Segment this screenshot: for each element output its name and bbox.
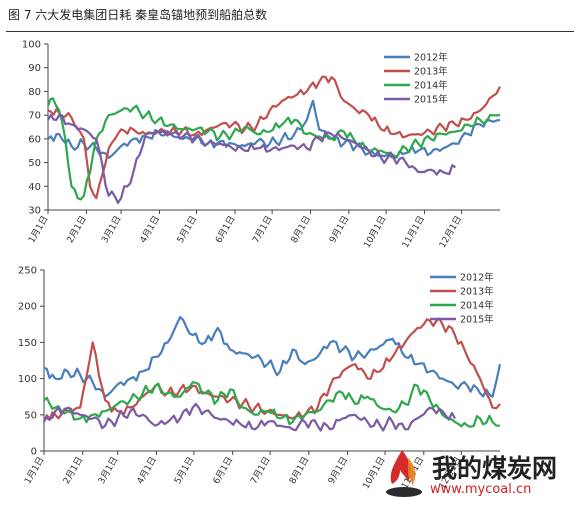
x-tick-label: 2月1日 <box>61 455 85 486</box>
x-tick-label: 7月1日 <box>250 214 274 245</box>
legend-label-2013: 2013年 <box>414 66 448 78</box>
x-tick-label: 8月1日 <box>289 214 313 245</box>
x-tick-label: 1月1日 <box>22 455 46 486</box>
x-tick-label: 2月1日 <box>65 214 89 245</box>
series-line-2014 <box>46 97 501 201</box>
x-tick-label: 5月1日 <box>172 455 196 486</box>
x-tick-label: 12月1日 <box>437 455 464 491</box>
x-tick-label: 9月1日 <box>326 455 350 486</box>
y-tick-label: 250 <box>18 266 37 277</box>
series-line-2013 <box>43 317 501 422</box>
series-line-2014 <box>43 381 500 428</box>
y-tick-label: 100 <box>18 374 37 385</box>
y-tick-label: 200 <box>18 302 37 313</box>
y-tick-label: 50 <box>24 410 37 421</box>
x-tick-label: 10月1日 <box>361 455 388 491</box>
y-tick-label: 100 <box>22 40 41 51</box>
y-tick-label: 60 <box>28 134 41 145</box>
legend-label-2014: 2014年 <box>460 300 494 312</box>
y-tick-label: 70 <box>28 111 41 122</box>
chart-top-daily-consumption: 30 40 50 60 70 80 90 100 1月1日 2月1日 3月1日 4月1日 5月1日 6月1… <box>22 40 501 250</box>
legend-label-2014: 2014年 <box>414 80 448 92</box>
x-tick-label: 11月1日 <box>399 455 426 491</box>
series-line-2012 <box>43 316 502 398</box>
series-line-2015 <box>47 113 457 204</box>
y-tick-label: 40 <box>28 182 41 193</box>
x-tick-label: 5月1日 <box>175 214 199 245</box>
x-tick-label: 8月1日 <box>287 455 311 486</box>
x-tick-label: 3月1日 <box>99 214 123 245</box>
y-tick-label: 150 <box>18 338 37 349</box>
x-tick-label: 3月1日 <box>96 455 120 486</box>
x-tick-label: 12月1日 <box>437 214 464 250</box>
legend-label-2015: 2015年 <box>414 94 448 106</box>
series-line-2012 <box>47 99 501 159</box>
x-tick-label: 4月1日 <box>135 455 159 486</box>
x-tick-label: 10月1日 <box>362 214 389 250</box>
y-tick-label: 80 <box>28 87 41 98</box>
legend-label-2012: 2012年 <box>460 272 494 284</box>
x-tick-label: 6月1日 <box>213 214 237 245</box>
legend-label-2015: 2015年 <box>460 314 494 326</box>
chart-bottom-vessel-count: 0 50 100 150 200 250 1月1日 2月1日 3月1日 4月1日 5月1日 6月1日 7… <box>18 266 502 491</box>
y-tick-label: 50 <box>28 158 41 169</box>
legend-label-2013: 2013年 <box>460 286 494 298</box>
series-line-2015 <box>42 402 456 432</box>
y-tick-label: 30 <box>28 206 41 217</box>
caption-rule <box>6 31 574 32</box>
figure-caption: 图 7 六大发电集团日耗 秦皇岛锚地预到船舶总数 <box>8 8 268 22</box>
x-tick-label: 9月1日 <box>327 214 351 245</box>
x-tick-label: 11月1日 <box>400 214 427 250</box>
x-tick-label: 4月1日 <box>138 214 162 245</box>
x-tick-label: 1月1日 <box>26 214 50 245</box>
y-tick-label: 0 <box>31 447 37 458</box>
legend-label-2012: 2012年 <box>414 52 448 64</box>
x-tick-label: 6月1日 <box>211 455 235 486</box>
series-line-2013 <box>47 75 501 200</box>
y-tick-label: 90 <box>28 63 41 74</box>
x-tick-label: 7月1日 <box>248 455 272 486</box>
